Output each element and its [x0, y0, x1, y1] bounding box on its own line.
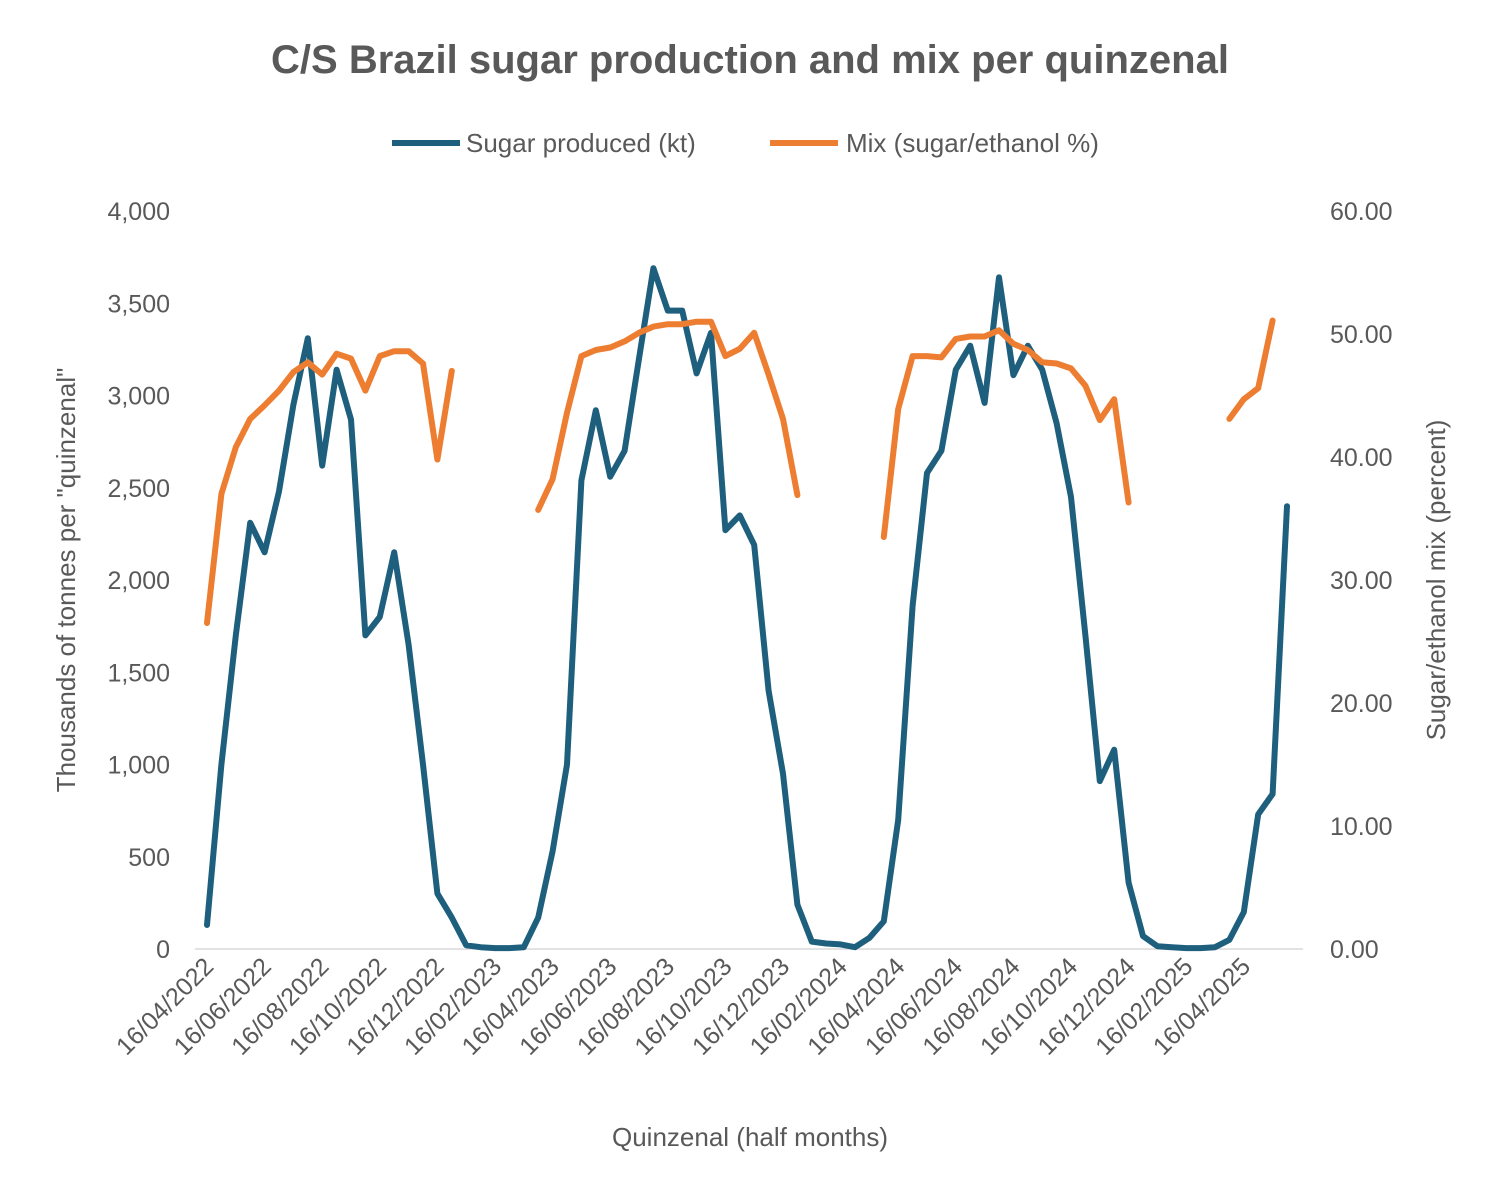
legend-label-sugar: Sugar produced (kt): [466, 128, 696, 158]
y2-tick-label: 30.00: [1330, 567, 1393, 595]
series-line-segment: [535, 318, 801, 513]
series-line-segment: [1226, 317, 1276, 422]
series-line-segment: [880, 327, 1132, 540]
y-tick-label: 500: [128, 844, 170, 872]
x-axis-label: Quinzenal (half months): [612, 1122, 888, 1152]
series-mix: [204, 317, 1276, 626]
y-tick-label: 2,500: [107, 475, 170, 503]
y-tick-label: 1,000: [107, 752, 170, 780]
y2-tick-label: 50.00: [1330, 321, 1393, 349]
y-tick-label: 2,000: [107, 567, 170, 595]
y2-axis-ticks: 0.00 10.00 20.00 30.00 40.00 50.00 60.00: [1330, 198, 1393, 964]
y2-tick-label: 60.00: [1330, 198, 1393, 226]
series-line-segment: [204, 265, 1290, 952]
y2-tick-label: 40.00: [1330, 444, 1393, 472]
series-line-segment: [204, 348, 455, 626]
y2-tick-label: 0.00: [1330, 936, 1379, 964]
series-layer: [204, 265, 1290, 952]
series-sugar-produced: [204, 265, 1290, 952]
y-tick-label: 1,500: [107, 659, 170, 687]
y-tick-label: 3,500: [107, 290, 170, 318]
y-axis-label: Thousands of tonnes per "quinzenal": [51, 368, 81, 793]
y2-axis-label: Sugar/ethanol mix (percent): [1421, 420, 1451, 741]
y2-tick-label: 20.00: [1330, 690, 1393, 718]
x-axis-ticks: 16/04/202216/06/202216/08/202216/10/2022…: [111, 952, 1256, 1060]
legend: Sugar produced (kt) Mix (sugar/ethanol %…: [392, 128, 1099, 158]
legend-label-mix: Mix (sugar/ethanol %): [846, 128, 1099, 158]
y-tick-label: 3,000: [107, 383, 170, 411]
chart-title: C/S Brazil sugar production and mix per …: [271, 38, 1229, 82]
y-axis-ticks: 0 500 1,000 1,500 2,000 2,500 3,000 3,500 4,000: [107, 198, 170, 964]
y-tick-label: 0: [156, 936, 170, 964]
y2-tick-label: 10.00: [1330, 813, 1393, 841]
y-tick-label: 4,000: [107, 198, 170, 226]
